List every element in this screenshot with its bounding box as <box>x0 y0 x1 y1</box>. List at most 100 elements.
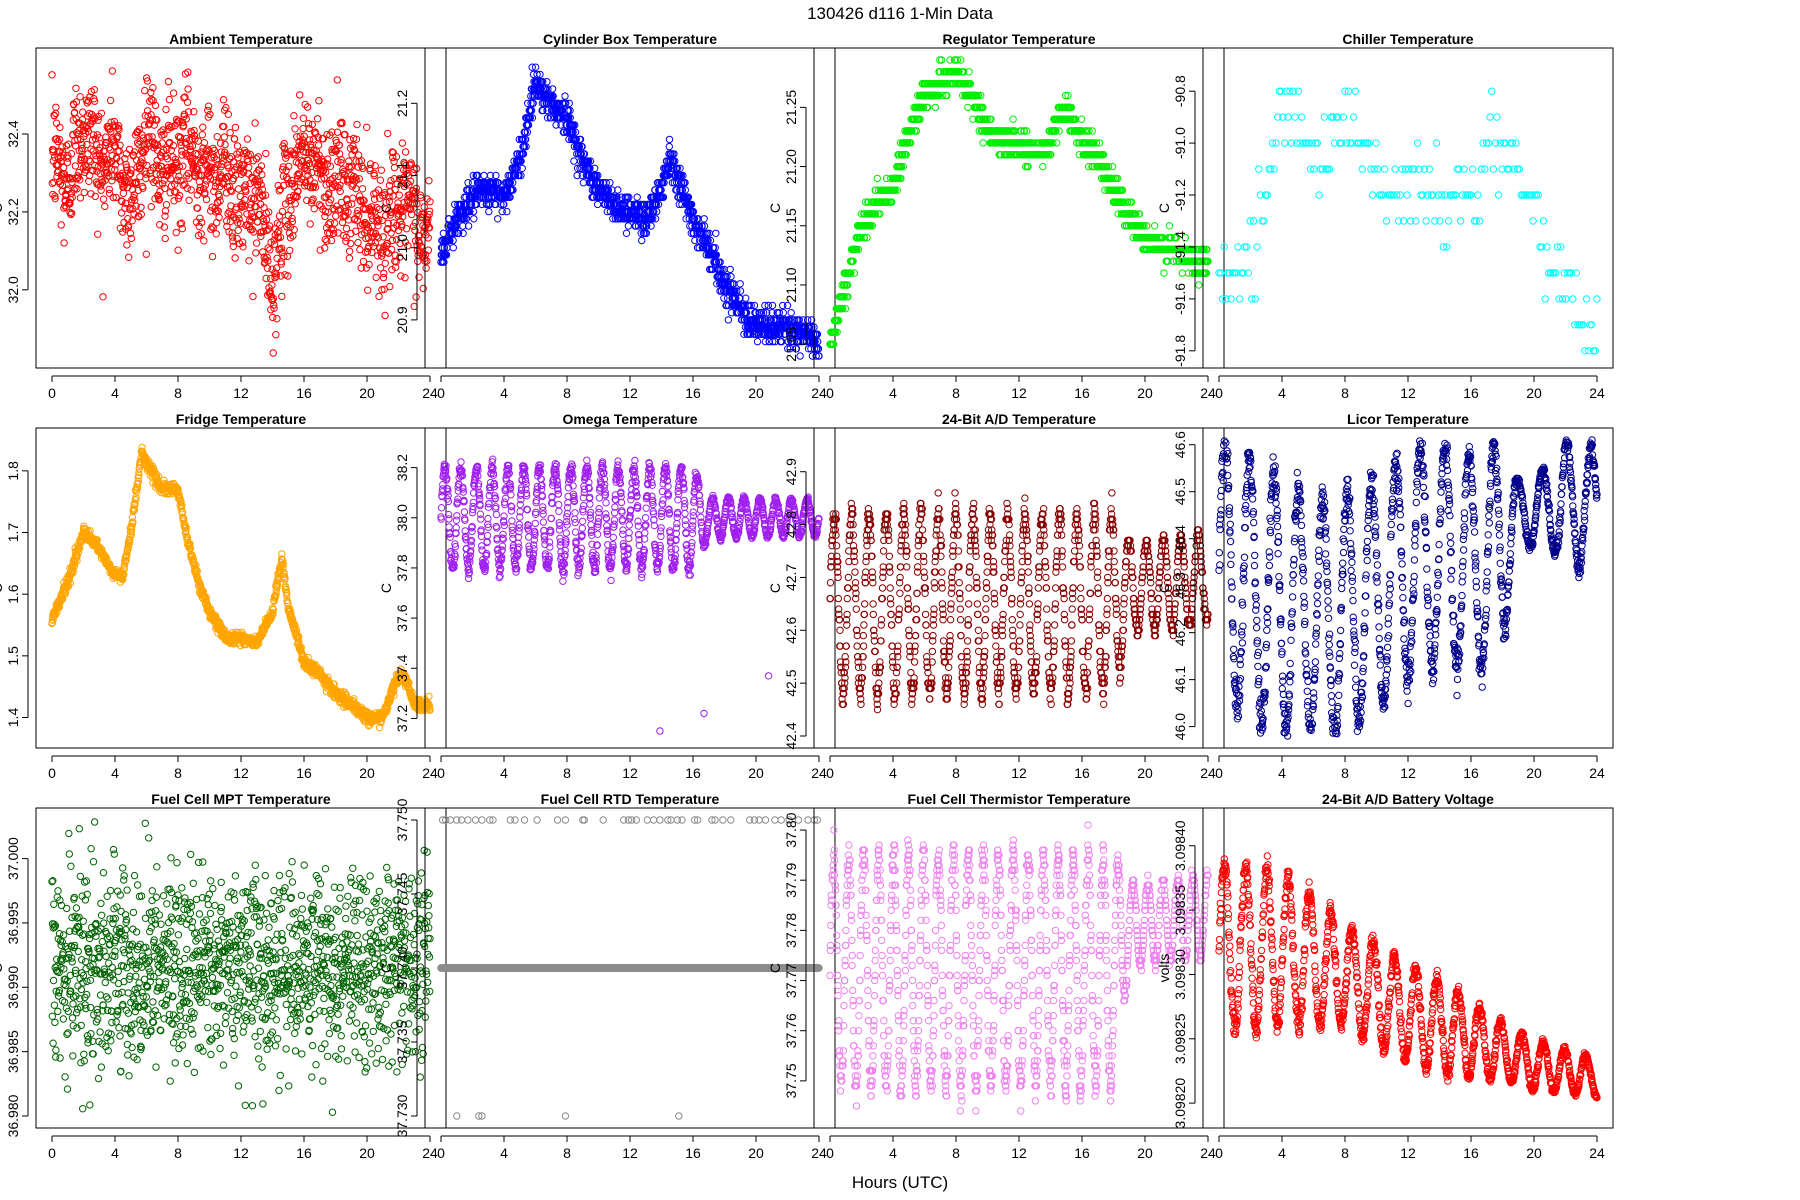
data-point <box>52 103 60 112</box>
data-point <box>105 185 114 194</box>
data-point <box>291 125 299 133</box>
data-point <box>213 133 221 141</box>
y-tick-label: -91.6 <box>1172 283 1188 315</box>
data-point <box>76 176 84 184</box>
data-point <box>212 230 220 238</box>
data-point <box>265 208 273 216</box>
data-series <box>437 63 823 360</box>
data-point <box>1529 217 1537 225</box>
data-point <box>1253 243 1261 251</box>
data-point <box>336 187 344 196</box>
data-point <box>376 176 385 184</box>
data-point <box>97 109 106 118</box>
x-axis: 0 4 8 12 16 20 24 <box>826 375 1216 401</box>
data-point <box>75 126 83 135</box>
data-point <box>548 85 557 93</box>
data-point <box>1077 115 1086 123</box>
data-point <box>593 200 602 209</box>
data-point <box>345 247 354 256</box>
data-point <box>1541 295 1549 303</box>
data-point <box>99 195 108 203</box>
data-point <box>215 213 223 222</box>
data-point <box>570 157 578 165</box>
data-point <box>174 246 182 254</box>
data-point <box>1195 281 1203 289</box>
data-point <box>50 178 58 187</box>
data-point <box>83 140 91 149</box>
y-axis: 32.032.232.4 <box>5 120 29 303</box>
data-point <box>1444 217 1453 225</box>
data-point <box>1280 139 1289 147</box>
data-point <box>249 292 257 301</box>
data-point <box>287 206 295 214</box>
x-tick-label: 20 <box>359 385 375 401</box>
data-point <box>1255 165 1263 173</box>
data-point <box>123 241 131 249</box>
data-point <box>931 103 939 112</box>
data-point <box>49 146 58 154</box>
data-point <box>108 67 117 75</box>
y-tick-label: 21.20 <box>783 149 799 184</box>
data-point <box>198 131 207 139</box>
data-point <box>118 197 126 206</box>
plot-frame <box>1202 47 1614 369</box>
data-point <box>96 151 104 160</box>
data-point <box>372 273 380 282</box>
data-point <box>231 254 239 262</box>
data-point <box>119 189 128 198</box>
data-point <box>187 186 195 194</box>
x-tick-label: 8 <box>1341 385 1349 401</box>
data-point <box>49 190 57 199</box>
y-tick-label: -91.0 <box>1172 127 1188 159</box>
y-axis-label: C <box>767 203 783 213</box>
y-tick-label: 32.2 <box>5 198 21 225</box>
data-point <box>89 167 97 175</box>
data-point <box>873 174 881 183</box>
data-point <box>381 259 389 267</box>
y-tick-label: 21.15 <box>783 208 799 243</box>
data-point <box>768 301 777 310</box>
data-point <box>1494 191 1503 199</box>
data-point <box>52 109 60 118</box>
data-point <box>401 148 410 156</box>
x-tick-label: 0 <box>826 385 834 401</box>
data-point <box>409 222 418 231</box>
data-point <box>606 179 614 187</box>
data-point <box>266 246 274 254</box>
data-point <box>220 133 229 141</box>
data-point <box>1488 87 1496 95</box>
data-point <box>346 136 354 144</box>
data-point <box>141 86 149 95</box>
data-point <box>204 102 213 110</box>
y-axis-label: C <box>0 203 5 213</box>
panel-title: Chiller Temperature <box>1342 31 1473 47</box>
data-point <box>290 112 298 120</box>
data-point <box>233 142 242 150</box>
data-point <box>127 166 135 174</box>
data-point <box>61 202 69 210</box>
data-point <box>381 311 389 320</box>
data-point <box>753 337 762 346</box>
data-point <box>72 84 80 93</box>
data-point <box>1368 191 1377 199</box>
data-point <box>979 139 987 147</box>
data-point <box>724 316 733 324</box>
data-point <box>89 131 98 139</box>
data-point <box>126 229 135 238</box>
data-point <box>386 282 394 291</box>
y-tick-label: -91.8 <box>1172 335 1188 367</box>
data-point <box>299 124 307 133</box>
data-point <box>128 217 136 225</box>
data-point <box>125 253 133 261</box>
data-point <box>354 238 362 247</box>
data-point <box>52 119 61 127</box>
data-point <box>162 105 170 114</box>
data-point <box>286 246 294 255</box>
data-point <box>345 254 354 262</box>
y-tick-label: -91.4 <box>1172 231 1188 263</box>
data-point <box>1432 139 1441 147</box>
data-point <box>199 123 207 131</box>
x-tick-label: 20 <box>748 385 764 401</box>
